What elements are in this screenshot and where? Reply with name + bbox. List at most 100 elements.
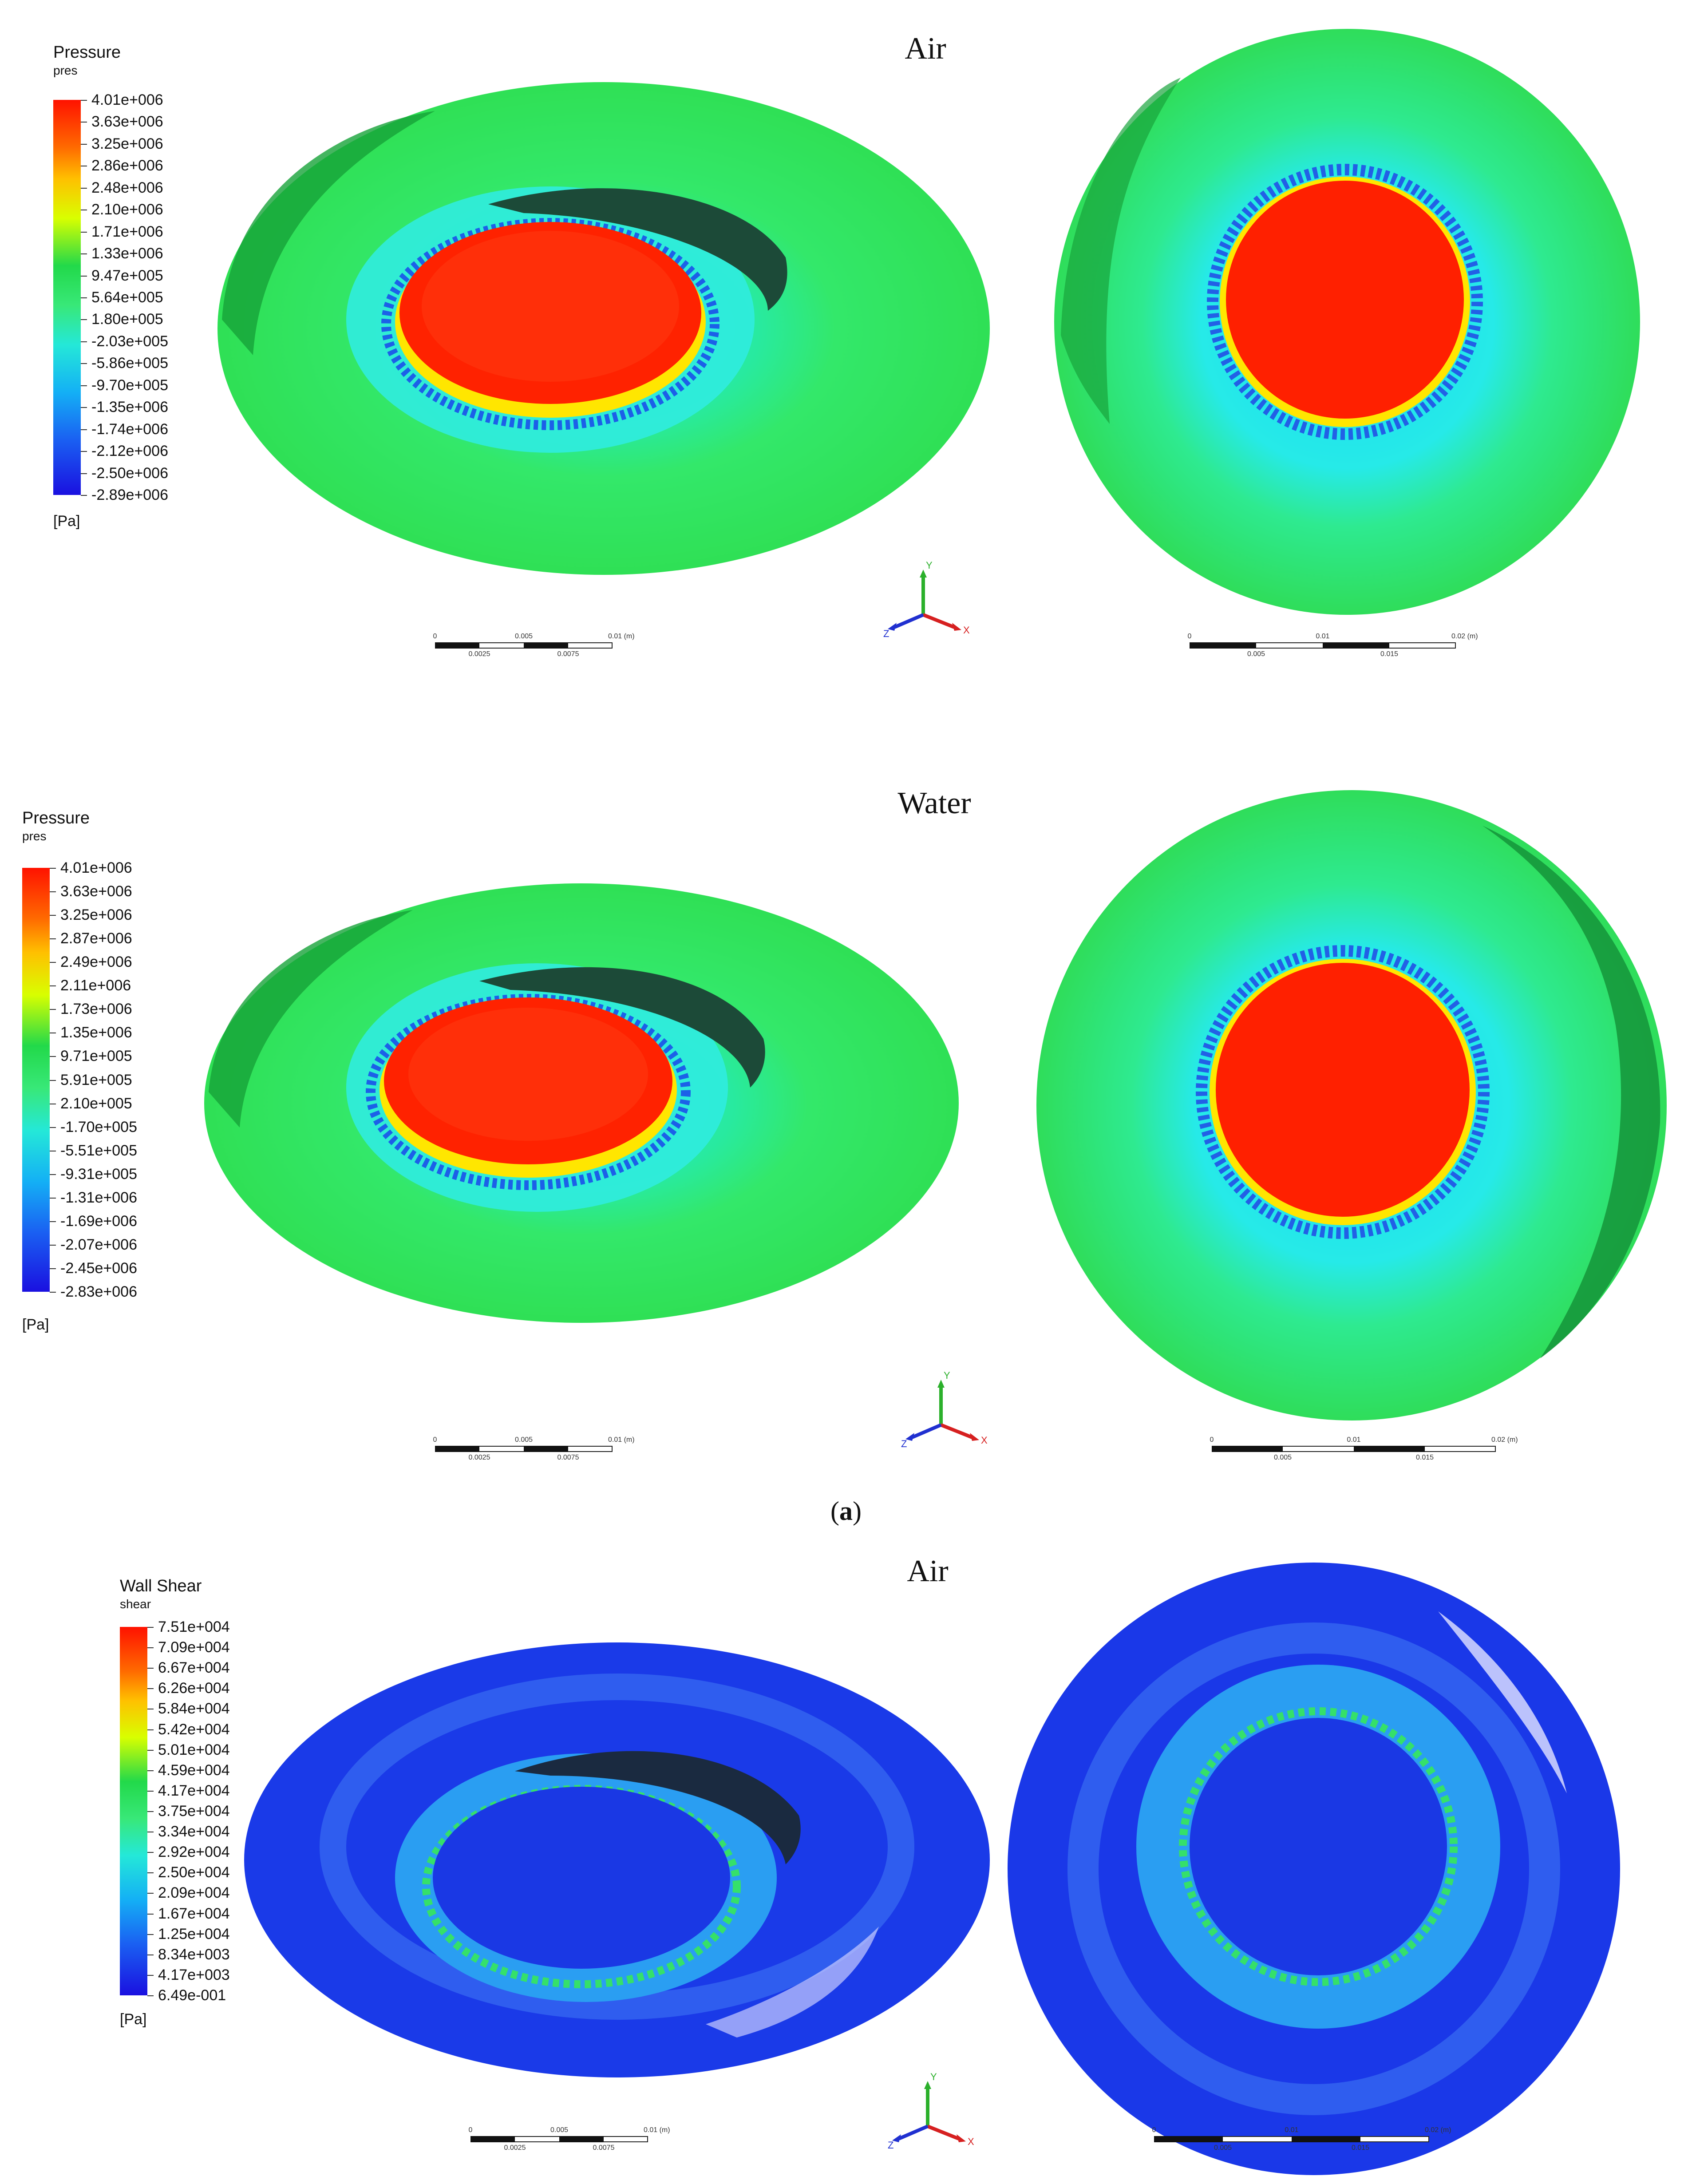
colorbar-tick-mark <box>50 1080 56 1081</box>
axis-x-label: X <box>968 2136 974 2147</box>
inner-core <box>433 1787 730 1969</box>
colorbar-tick-label: 4.01e+006 <box>60 859 132 876</box>
high-pressure-core <box>1226 181 1464 419</box>
colorbar-tick-mark <box>50 1197 56 1199</box>
colorbar-tick-label: 9.47e+005 <box>91 267 163 284</box>
colorbar-tick-mark <box>147 1913 154 1915</box>
colorbar-tick-mark <box>147 1668 154 1669</box>
scale-bar-segment <box>559 2136 604 2142</box>
colorbar-tick-label: 7.09e+004 <box>158 1639 230 1656</box>
disc-glare <box>706 1927 879 2038</box>
colorbar-tick-label: 7.51e+004 <box>158 1618 230 1635</box>
colorbar-tick-label: 6.67e+004 <box>158 1659 230 1677</box>
colorbar-tick-mark <box>81 473 87 474</box>
colorbar-tick-mark <box>147 1790 154 1792</box>
mid-band <box>320 1674 914 2020</box>
colorbar-tick-mark <box>81 100 87 101</box>
scale-bar-label: 0.0025 <box>468 1454 490 1461</box>
axis-z-label: Z <box>888 2140 893 2151</box>
colorbar <box>53 100 81 495</box>
panel-title: Air <box>907 1554 949 1588</box>
colorbar-tick-mark <box>50 985 56 987</box>
shear-view-oblique <box>244 1642 990 2077</box>
colorbar-tick-label: 5.91e+005 <box>60 1071 132 1088</box>
colorbar-tick-label: 2.92e+004 <box>158 1844 230 1861</box>
disc-rim-shadow <box>1061 78 1181 424</box>
colorbar-tick-label: 2.86e+006 <box>91 157 163 174</box>
scale-bar-segment <box>470 2136 515 2142</box>
scale-bar-label: 0.005 <box>514 633 533 640</box>
inner-core <box>1190 1718 1447 1975</box>
axis-triad-svg: Y X Z <box>888 2071 974 2151</box>
scale-bar-label: 0 <box>468 2126 473 2134</box>
colorbar <box>22 868 50 1292</box>
axis-x-label: X <box>963 625 970 636</box>
colorbar-tick-label: 3.25e+006 <box>60 906 132 924</box>
colorbar-tick-label: 1.73e+006 <box>60 1001 132 1018</box>
axis-triad-svg: Y X Z <box>883 560 970 639</box>
scale-bar-left: 0 0.005 0.01 (m) 0.0025 0.0075 <box>433 633 635 659</box>
colorbar-tick-label: 5.64e+005 <box>91 289 163 306</box>
scale-bar-label: 0.02 (m) <box>1425 2126 1451 2134</box>
scale-bar-label: 0.0075 <box>593 2144 615 2152</box>
scale-bar-left: 0 0.005 0.01 (m) 0.0025 0.0075 <box>433 1436 635 1463</box>
colorbar-tick-label: -1.70e+005 <box>60 1118 137 1136</box>
shear-view-top <box>1008 1563 1620 2175</box>
mid-band <box>1067 1622 1560 2115</box>
scale-bar-segment <box>524 642 568 649</box>
colorbar-tick-mark <box>50 1292 56 1293</box>
colorbar-tick-mark <box>81 385 87 386</box>
colorbar-tick-label: -5.51e+005 <box>60 1142 137 1159</box>
colorbar <box>120 1627 147 1995</box>
panel-wall-shear-air: Air Wall Shear shear [Pa] 7.51e+004 7.09e… <box>0 1536 1692 2175</box>
legend-subtitle: shear <box>120 1597 151 1611</box>
colorbar-tick-mark <box>50 1127 56 1128</box>
shear-ring <box>422 1785 741 1988</box>
scale-bar-segment <box>1292 2136 1360 2142</box>
colorbar-tick-label: 5.84e+004 <box>158 1700 230 1717</box>
scale-bar-left: 0 0.005 0.01 (m) 0.0025 0.0075 <box>468 2126 670 2153</box>
colorbar-tick-label: -2.03e+005 <box>91 332 168 350</box>
colorbar-tick-mark <box>147 1893 154 1894</box>
scale-bar-label: 0 <box>1187 633 1192 640</box>
colorbar-tick-label: -9.70e+005 <box>91 376 168 394</box>
colorbar-tick-mark <box>81 341 87 342</box>
colorbar-tick-label: 3.63e+006 <box>91 113 163 131</box>
scale-bar-label: 0 <box>433 1436 437 1444</box>
axis-y-label: Y <box>944 1370 950 1381</box>
panel-pressure-water: Water Pressure pres [Pa] 4.01e+006 3.63e+… <box>0 759 1692 1478</box>
axis-triad: Y X Z <box>901 1367 990 1456</box>
colorbar-tick-label: 6.49e-001 <box>158 1987 226 2004</box>
colorbar-legend: Wall Shear shear [Pa] 7.51e+004 7.09e+004… <box>120 1576 297 2064</box>
colorbar-tick-label: -5.86e+005 <box>91 355 168 372</box>
colorbar-tick-mark <box>50 1221 56 1222</box>
panel-title: Water <box>897 786 971 820</box>
legend-subtitle: pres <box>22 829 47 843</box>
scale-bar-label: 0.015 <box>1415 1454 1434 1461</box>
gap-slot <box>479 967 765 1088</box>
legend-title: Pressure <box>22 809 90 827</box>
colorbar-tick-mark <box>81 143 87 145</box>
colorbar-tick-mark <box>50 1244 56 1246</box>
colorbar-tick-mark <box>81 451 87 452</box>
axis-triad: Y X Z <box>888 2069 976 2157</box>
colorbar-tick-mark <box>50 891 56 893</box>
colorbar-tick-mark <box>147 1749 154 1751</box>
scale-bar-label: 0.01 <box>1316 633 1330 640</box>
colorbar-tick-label: 1.80e+005 <box>91 311 163 328</box>
scale-bar-segment <box>435 1446 479 1452</box>
colorbar-tick-label: 1.71e+006 <box>91 223 163 240</box>
scale-bar-label: 0 <box>1210 1436 1214 1444</box>
panel-title: Air <box>905 32 946 66</box>
axis-x-label: X <box>981 1435 988 1446</box>
scale-bar-label: 0.005 <box>1247 650 1265 658</box>
scale-bar-label: 0.02 (m) <box>1451 633 1478 640</box>
colorbar-tick-label: -2.89e+006 <box>91 487 168 503</box>
legend-title: Pressure <box>53 43 121 62</box>
colorbar-tick-label: 3.63e+006 <box>60 883 132 900</box>
contour-view-top <box>1054 29 1640 615</box>
colorbar-tick-label: 5.42e+004 <box>158 1721 230 1738</box>
disc-rim-shadow <box>222 111 435 355</box>
scale-bar-label: 0.01 (m) <box>608 633 635 640</box>
colorbar-tick-mark <box>147 1770 154 1771</box>
